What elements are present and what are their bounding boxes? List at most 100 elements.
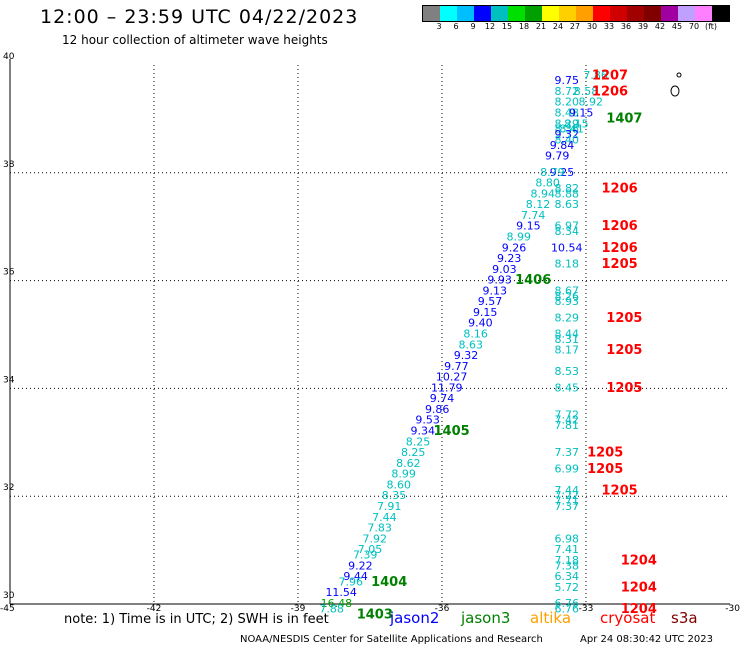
colorbar-label: 9: [470, 22, 476, 31]
tick-labels: -45 -42 -39 -36 -33 -30 30 32 34 36 38 40: [0, 52, 740, 614]
wave-height-label: 9.34: [411, 425, 436, 438]
wave-height-label: 16.48: [321, 597, 353, 610]
y-tick-label: 34: [3, 375, 15, 385]
legend-item-jason2: jason2: [390, 609, 440, 627]
colorbar-label: (ft): [704, 22, 718, 31]
colorbar-swatch: [542, 6, 559, 21]
wave-height-label: 7.92: [363, 532, 388, 545]
wave-height-label: 9.25: [550, 166, 575, 179]
wave-height-label: 8.25: [401, 446, 426, 459]
wave-height-label: 8.34: [555, 225, 580, 238]
wave-height-label: 7.72: [555, 408, 580, 421]
x-tick-label: -42: [147, 604, 162, 614]
wave-height-label: 8.35: [382, 489, 407, 502]
wave-height-label: 9.40: [468, 317, 493, 330]
wave-height-label: 8.80: [535, 177, 560, 190]
colorbar-label: 33: [603, 22, 615, 31]
colorbar-swatch: [491, 6, 508, 21]
wave-height-label: 6.76: [555, 597, 580, 610]
x-tick-label: -39: [291, 604, 306, 614]
pass-time-label: 1205: [602, 257, 638, 272]
wave-height-label: 7.37: [555, 446, 580, 459]
wave-height-label: 5.72: [555, 581, 580, 594]
wave-height-label: 8.62: [396, 457, 421, 470]
wave-height-label: 7.71: [555, 495, 580, 508]
wave-height-label: 8.63: [555, 198, 580, 211]
wave-height-label: 8.25: [406, 435, 431, 448]
wave-height-label: 7.05: [358, 543, 383, 556]
pass-time-label: 1206: [602, 241, 638, 256]
y-tick-label: 32: [3, 483, 14, 493]
wave-height-label: 9.57: [478, 295, 503, 308]
colorbar-swatch: [610, 6, 627, 21]
wave-height-label: 9.53: [415, 414, 440, 427]
y-tick-label: 38: [3, 160, 15, 170]
wave-height-label: 7.88: [319, 602, 344, 615]
wave-height-label: 6.98: [555, 532, 580, 545]
map-markers: [670, 72, 682, 97]
wave-height-label: 9.15: [516, 220, 541, 233]
colorbar-swatch: [695, 6, 712, 21]
page-title: 12:00 – 23:59 UTC 04/22/2023: [40, 6, 359, 28]
y-tick-label: 36: [3, 268, 15, 278]
wave-height-label: 10.27: [436, 371, 468, 384]
wave-height-label: 8.79: [540, 166, 565, 179]
page-subtitle: 12 hour collection of altimeter wave hei…: [62, 33, 328, 47]
wave-height-label: 8.60: [387, 478, 412, 491]
colorbar-label: 39: [637, 22, 649, 31]
pass-time-label: 1205: [606, 343, 642, 358]
wave-height-label: 7.74: [521, 209, 546, 222]
colorbar-label: 18: [518, 22, 530, 31]
island-marker: [670, 85, 680, 97]
colorbar-label: 27: [569, 22, 581, 31]
wave-height-label: 7.41: [555, 543, 580, 556]
wave-height-label: 7.44: [372, 511, 397, 524]
credit-line: NOAA/NESDIS Center for Satellite Applica…: [240, 634, 543, 645]
wave-height-label: 7.39: [353, 548, 378, 561]
wave-height-label: 9.75: [555, 74, 580, 87]
colorbar-labels: 3 6 9 12 15 18 21 24 27 30 33 36 39 42 45 70 (ft): [422, 22, 732, 32]
wave-height-label: 8.40: [555, 133, 580, 146]
wave-height-label: 8.48: [555, 107, 580, 120]
pass-time-label: 1206: [602, 181, 638, 196]
wave-height-label: 8.20: [555, 96, 580, 109]
wave-height-label: 9.23: [497, 252, 522, 265]
pass-time-label: 1205: [587, 446, 623, 461]
y-tick-label: 40: [3, 52, 15, 62]
pass-time-label: 1206: [602, 219, 638, 234]
wave-height-label: 7.91: [377, 500, 402, 513]
colorbar-label: 3: [436, 22, 442, 31]
colorbar-swatch: [423, 6, 440, 21]
colorbar-swatch: [661, 6, 678, 21]
pass-time-label: 1205: [606, 381, 642, 396]
wave-height-label: 6.34: [555, 570, 580, 583]
wave-height-label: 8.99: [507, 230, 532, 243]
colorbar-swatch: [644, 6, 661, 21]
pass-time-label: 1205: [587, 462, 623, 477]
colorbar-swatch: [508, 6, 525, 21]
wave-height-label: 8.88: [555, 187, 580, 200]
legend-item-jason3: jason3: [461, 609, 511, 627]
pass-time-label: 1205: [602, 483, 638, 498]
wave-height-label: 8.29: [555, 311, 580, 324]
wave-height-label: 10.54: [551, 241, 583, 254]
legend-item-cryosat: cryosat: [600, 609, 656, 627]
colorbar-label: 12: [484, 22, 496, 31]
wave-height-label: 9.13: [483, 284, 508, 297]
pass-time-label: 1406: [515, 273, 551, 288]
wave-height-label: 7.44: [555, 484, 580, 497]
pass-time-label: 1206: [592, 84, 628, 99]
wave-height-label: 7.42: [555, 414, 580, 427]
pass-time-label: 1204: [621, 553, 657, 568]
wave-height-label: 8.15: [564, 117, 589, 130]
colorbar-swatch: [559, 6, 576, 21]
wave-height-label: 9.32: [555, 128, 580, 141]
wave-height-label: 9.84: [550, 139, 575, 152]
wave-height-label: 7.38: [555, 559, 580, 572]
wave-height-label: 8.93: [555, 295, 580, 308]
grid-lines: [10, 65, 730, 604]
wave-height-label: 9.44: [343, 570, 368, 583]
wave-height-label: 9.32: [454, 349, 479, 362]
wave-height-label: 8.53: [555, 365, 580, 378]
